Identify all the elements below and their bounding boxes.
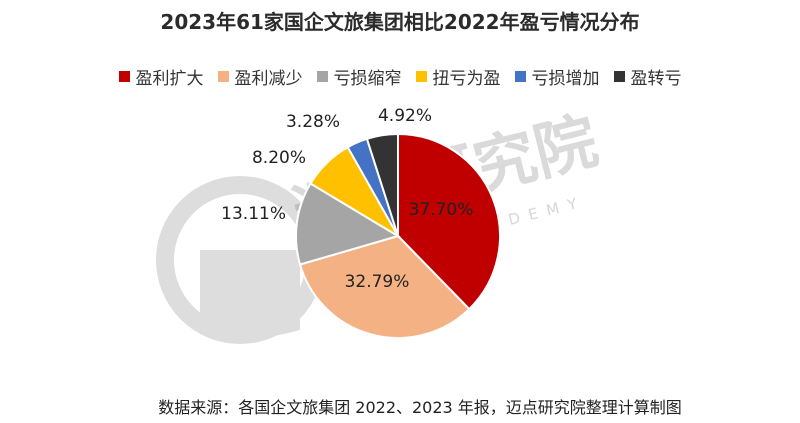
data-label: 32.79% bbox=[345, 272, 410, 292]
legend-item: 盈转亏 bbox=[613, 64, 682, 89]
legend-swatch bbox=[613, 71, 625, 82]
pie-slice bbox=[365, 132, 399, 237]
legend-item: 亏损缩窄 bbox=[316, 64, 402, 89]
legend-swatch bbox=[118, 71, 130, 82]
source-note: 数据来源：各国企文旅集团 2022、2023 年报，迈点研究院整理计算制图 bbox=[158, 398, 682, 417]
legend-label: 亏损增加 bbox=[531, 69, 600, 89]
pie-slice bbox=[295, 182, 401, 266]
data-label: 3.28% bbox=[286, 112, 340, 132]
legend-swatch bbox=[514, 71, 526, 82]
pie-slice bbox=[397, 132, 501, 311]
legend-label: 盈转亏 bbox=[630, 69, 682, 89]
legend-swatch bbox=[217, 71, 229, 82]
legend-swatch bbox=[415, 71, 427, 82]
legend-item: 盈利扩大 bbox=[118, 64, 204, 89]
pie-slice bbox=[298, 234, 471, 339]
legend-item: 盈利减少 bbox=[217, 64, 303, 89]
data-label: 4.92% bbox=[378, 106, 432, 126]
data-label: 37.70% bbox=[409, 200, 474, 220]
legend-label: 盈利扩大 bbox=[135, 69, 204, 89]
legend-label: 亏损缩窄 bbox=[333, 69, 402, 89]
legend-label: 扭亏为盈 bbox=[432, 69, 501, 89]
data-label: 13.11% bbox=[221, 204, 286, 224]
legend-item: 扭亏为盈 bbox=[415, 64, 501, 89]
chart-title: 2023年61家国企文旅集团相比2022年盈亏情况分布 bbox=[160, 10, 640, 34]
legend-swatch bbox=[316, 71, 328, 82]
legend-label: 盈利减少 bbox=[234, 69, 303, 89]
chart-legend: 盈利扩大 盈利减少 亏损缩窄 扭亏为盈 亏损增加 盈转亏 bbox=[0, 64, 800, 89]
data-label: 8.20% bbox=[252, 148, 306, 168]
legend-item: 亏损增加 bbox=[514, 64, 600, 89]
